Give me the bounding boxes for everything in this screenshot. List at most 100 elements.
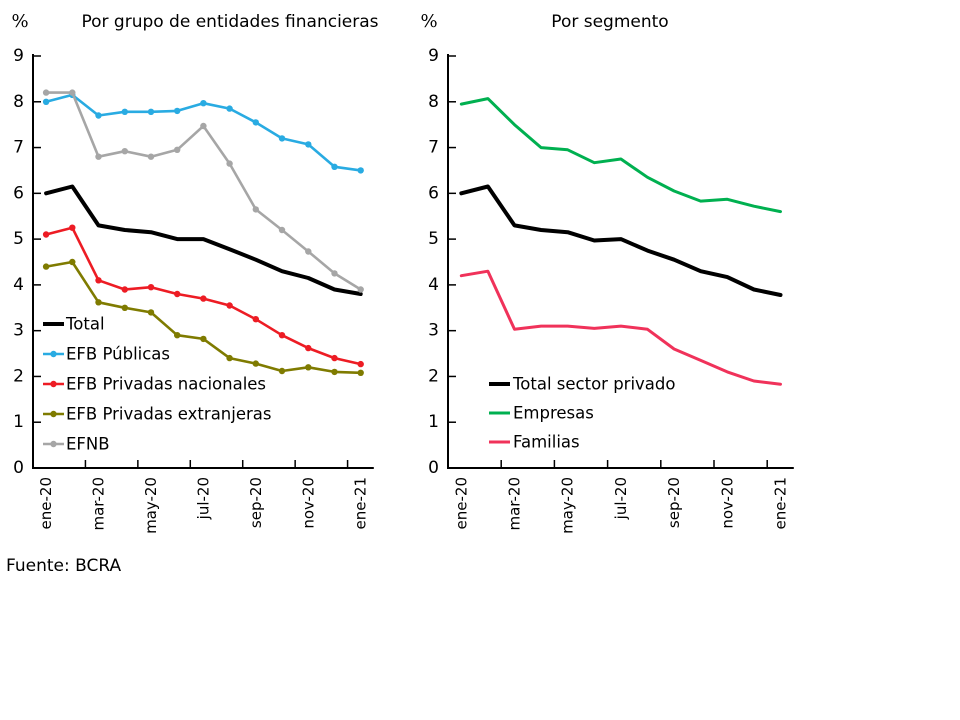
series-marker bbox=[252, 119, 259, 126]
x-tick-label: sep-20 bbox=[665, 477, 683, 528]
series-marker bbox=[200, 295, 207, 302]
series-line bbox=[459, 97, 782, 214]
legend-item: Familias bbox=[489, 433, 580, 452]
series-marker bbox=[357, 286, 364, 293]
series-marker bbox=[331, 368, 338, 376]
series-line bbox=[459, 184, 783, 297]
legend-key-marker bbox=[50, 440, 57, 448]
series-marker bbox=[278, 332, 286, 339]
series-marker bbox=[357, 167, 364, 174]
series-marker bbox=[42, 89, 50, 96]
legend-item: EFB Privadas nacionales bbox=[43, 375, 266, 394]
y-tick-label: 2 bbox=[428, 366, 439, 386]
left-chart: % Por grupo de entidades financieras 0 1 2 3 4… bbox=[11, 11, 378, 534]
series-marker bbox=[69, 258, 76, 266]
y-tick-label: 0 bbox=[428, 458, 439, 478]
y-tick-label: 8 bbox=[13, 92, 24, 112]
series-marker bbox=[121, 286, 128, 293]
x-tick-label: jul-20 bbox=[612, 477, 630, 520]
series-marker bbox=[252, 360, 259, 367]
legend-label: Total sector privado bbox=[512, 375, 675, 394]
series-marker bbox=[95, 112, 102, 119]
x-tick-label: mar-20 bbox=[90, 477, 108, 531]
series-marker bbox=[95, 277, 102, 284]
series-marker bbox=[357, 360, 364, 368]
legend-label: Empresas bbox=[513, 404, 594, 423]
y-tick-label: 5 bbox=[428, 229, 439, 249]
series-efb-privadas-extranjeras bbox=[42, 258, 364, 376]
series-marker bbox=[95, 153, 102, 160]
series-marker bbox=[95, 299, 102, 306]
legend-item: EFB Privadas extranjeras bbox=[43, 405, 272, 424]
chart-title: Por grupo de entidades financieras bbox=[81, 12, 378, 32]
x-tick-label: jul-20 bbox=[194, 477, 212, 520]
series-marker bbox=[278, 135, 286, 142]
unit-label: % bbox=[11, 11, 28, 32]
y-tick-label: 3 bbox=[428, 321, 439, 341]
y-tick-label: 6 bbox=[13, 183, 24, 203]
y-tick-label: 9 bbox=[428, 46, 439, 66]
series-line bbox=[44, 184, 363, 296]
series-marker bbox=[174, 332, 181, 339]
series-efb-privadas-nacionales bbox=[42, 224, 364, 368]
axis-lines bbox=[447, 54, 794, 469]
y-tick-label: 8 bbox=[428, 92, 439, 112]
legend-item: Total sector privado bbox=[489, 375, 675, 394]
series-marker bbox=[69, 89, 76, 96]
series-marker bbox=[200, 100, 207, 107]
series-marker bbox=[331, 163, 338, 170]
legend-key-marker bbox=[50, 380, 57, 388]
legend-label: EFB Públicas bbox=[66, 345, 170, 364]
x-tick-label: may-20 bbox=[142, 477, 160, 534]
series-marker bbox=[147, 108, 155, 116]
y-tick-label: 5 bbox=[13, 229, 24, 249]
y-tick-label: 9 bbox=[13, 46, 24, 66]
x-tick-label: ene-21 bbox=[352, 477, 370, 529]
y-tick-label: 4 bbox=[428, 275, 439, 295]
series-marker bbox=[121, 148, 128, 155]
legend-label: EFB Privadas nacionales bbox=[66, 375, 266, 394]
series-marker bbox=[226, 105, 233, 112]
series-marker bbox=[278, 367, 286, 375]
series-marker bbox=[226, 302, 233, 309]
source-note: Fuente: BCRA bbox=[6, 556, 122, 576]
right-chart: % Por segmento 0 1 2 3 4 5 6 7 8 9 ene-20 mar-20 may-2… bbox=[420, 11, 794, 534]
x-tick-label: ene-21 bbox=[772, 477, 790, 529]
series-marker bbox=[331, 270, 338, 277]
y-tick-label: 1 bbox=[428, 412, 439, 432]
series-marker bbox=[200, 122, 207, 130]
series-marker bbox=[42, 98, 50, 106]
legend-label: EFB Privadas extranjeras bbox=[66, 405, 272, 424]
series-marker bbox=[174, 290, 181, 298]
series-marker bbox=[147, 309, 155, 316]
series-marker bbox=[69, 224, 76, 231]
series-marker bbox=[357, 369, 364, 376]
series-marker bbox=[174, 107, 181, 115]
series-total-sector-privado bbox=[459, 184, 783, 297]
x-tick-label: nov-20 bbox=[718, 477, 736, 529]
series-marker bbox=[252, 206, 259, 213]
series-efnb bbox=[42, 89, 364, 293]
series-marker bbox=[305, 141, 312, 148]
series-marker bbox=[305, 248, 312, 255]
series-marker bbox=[121, 304, 128, 311]
y-tick-label: 7 bbox=[428, 138, 439, 158]
series-efb-p-blicas bbox=[42, 91, 364, 174]
legend-item: Empresas bbox=[489, 404, 594, 423]
series-marker bbox=[305, 344, 312, 352]
series-marker bbox=[252, 316, 259, 323]
charts-canvas: % Por grupo de entidades financieras 0 1 2 3 4… bbox=[11, 11, 794, 534]
y-tick-label: 2 bbox=[13, 366, 24, 386]
legend-label: Familias bbox=[513, 433, 580, 452]
legend-label: Total bbox=[65, 315, 105, 334]
series-marker bbox=[305, 364, 312, 371]
x-tick-label: sep-20 bbox=[247, 477, 265, 528]
y-tick-label: 1 bbox=[13, 412, 24, 432]
series-line bbox=[44, 91, 363, 291]
series-marker bbox=[200, 335, 207, 343]
series-marker bbox=[121, 108, 128, 116]
legend-item: EFB Públicas bbox=[43, 345, 170, 364]
series-line bbox=[459, 269, 782, 386]
y-tick-label: 4 bbox=[13, 275, 24, 295]
